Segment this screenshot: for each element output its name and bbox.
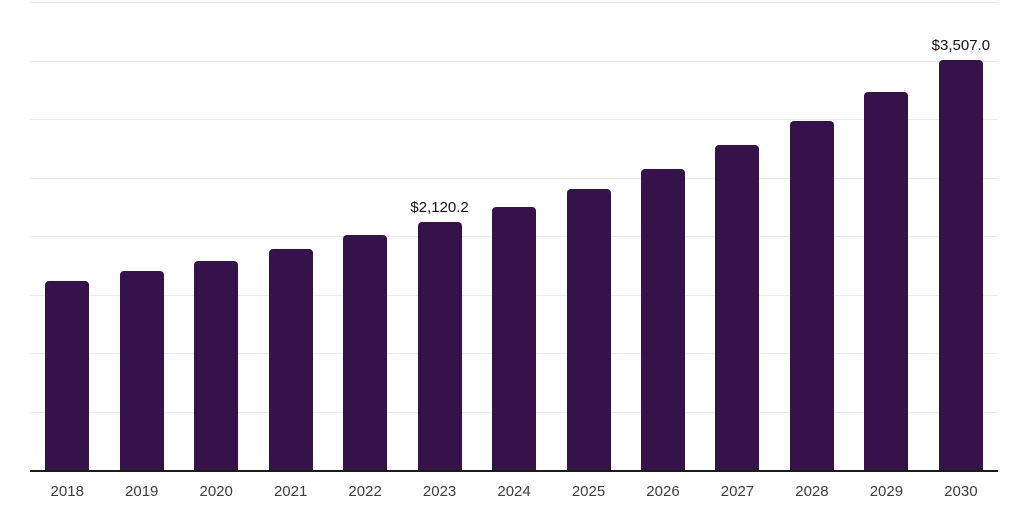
x-tick-label-2022: 2022 bbox=[348, 483, 382, 500]
bars-row: $2,120.2 $3,507.0 bbox=[30, 2, 998, 470]
band-2026 bbox=[626, 2, 700, 470]
x-axis-tick-labels: 2018 2019 2020 2021 2022 2023 2024 2025 2026 2027… bbox=[30, 483, 998, 500]
x-tick-label-2028: 2028 bbox=[795, 483, 829, 500]
bar-2020 bbox=[194, 260, 239, 470]
band-2027 bbox=[700, 2, 774, 470]
bar-2026 bbox=[640, 168, 685, 470]
x-tick-label-2024: 2024 bbox=[497, 483, 531, 500]
band-2025 bbox=[551, 2, 625, 470]
bar-2022 bbox=[343, 235, 388, 470]
x-tick-label-2026: 2026 bbox=[646, 483, 680, 500]
bar-2024 bbox=[492, 206, 537, 470]
gridline-3500 bbox=[30, 60, 998, 62]
x-tick-label-2020: 2020 bbox=[199, 483, 233, 500]
x-tick-label-2023: 2023 bbox=[422, 483, 457, 500]
bar-2028 bbox=[789, 121, 834, 470]
data-label-2030: $3,507.0 bbox=[931, 36, 991, 54]
data-label-2023: $2,120.2 bbox=[410, 198, 469, 216]
bar-2019 bbox=[119, 271, 164, 470]
bar-2027 bbox=[715, 144, 760, 470]
band-2029 bbox=[849, 2, 923, 470]
bar-2018 bbox=[45, 281, 90, 470]
x-tick-label-2021: 2021 bbox=[273, 483, 308, 500]
band-2020 bbox=[179, 2, 253, 470]
band-2019 bbox=[104, 2, 178, 470]
bar-2025 bbox=[566, 188, 611, 470]
x-tick-label-2025: 2025 bbox=[571, 483, 606, 500]
plot-area: $2,120.2 $3,507.0 bbox=[30, 2, 998, 472]
band-2024 bbox=[477, 2, 551, 470]
band-2022 bbox=[328, 2, 402, 470]
x-tick-label-2027: 2027 bbox=[720, 483, 755, 500]
band-2018 bbox=[30, 2, 104, 470]
x-tick-label-2029: 2029 bbox=[869, 483, 904, 500]
x-tick-label-2030: 2030 bbox=[944, 483, 978, 500]
band-2028 bbox=[775, 2, 849, 470]
gridline-3000 bbox=[30, 119, 998, 120]
band-2030: $3,507.0 bbox=[924, 2, 998, 470]
band-2021 bbox=[253, 2, 327, 470]
bar-2030 bbox=[938, 59, 983, 470]
gridline-2500 bbox=[30, 177, 998, 179]
bar-2021 bbox=[268, 248, 313, 470]
band-2023: $2,120.2 bbox=[402, 2, 476, 470]
gridline-4000 bbox=[30, 2, 998, 3]
x-tick-label-2018: 2018 bbox=[50, 483, 84, 500]
bar-2029 bbox=[864, 91, 909, 470]
x-tick-label-2019: 2019 bbox=[125, 483, 159, 500]
bar-2023 bbox=[417, 221, 462, 470]
